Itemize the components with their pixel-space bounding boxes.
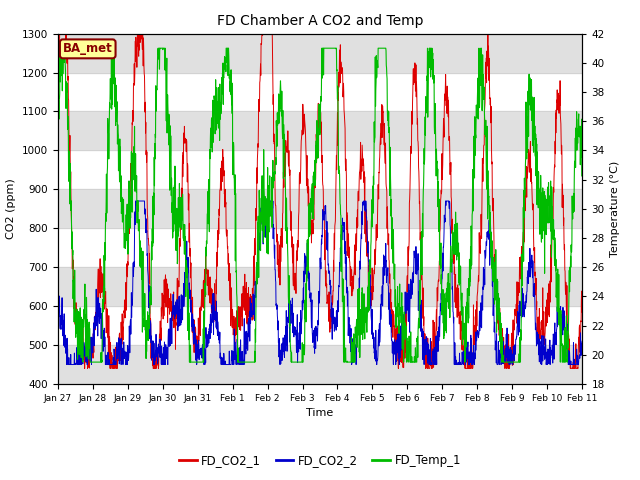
Y-axis label: CO2 (ppm): CO2 (ppm) [6,179,16,239]
Text: BA_met: BA_met [63,42,113,55]
Bar [58,345,582,384]
Bar [58,34,582,72]
Bar [58,111,582,150]
Bar [58,267,582,306]
Title: FD Chamber A CO2 and Temp: FD Chamber A CO2 and Temp [217,14,423,28]
Y-axis label: Temperature (°C): Temperature (°C) [610,161,620,257]
X-axis label: Time: Time [307,408,333,418]
Bar [58,189,582,228]
Legend: FD_CO2_1, FD_CO2_2, FD_Temp_1: FD_CO2_1, FD_CO2_2, FD_Temp_1 [174,449,466,472]
